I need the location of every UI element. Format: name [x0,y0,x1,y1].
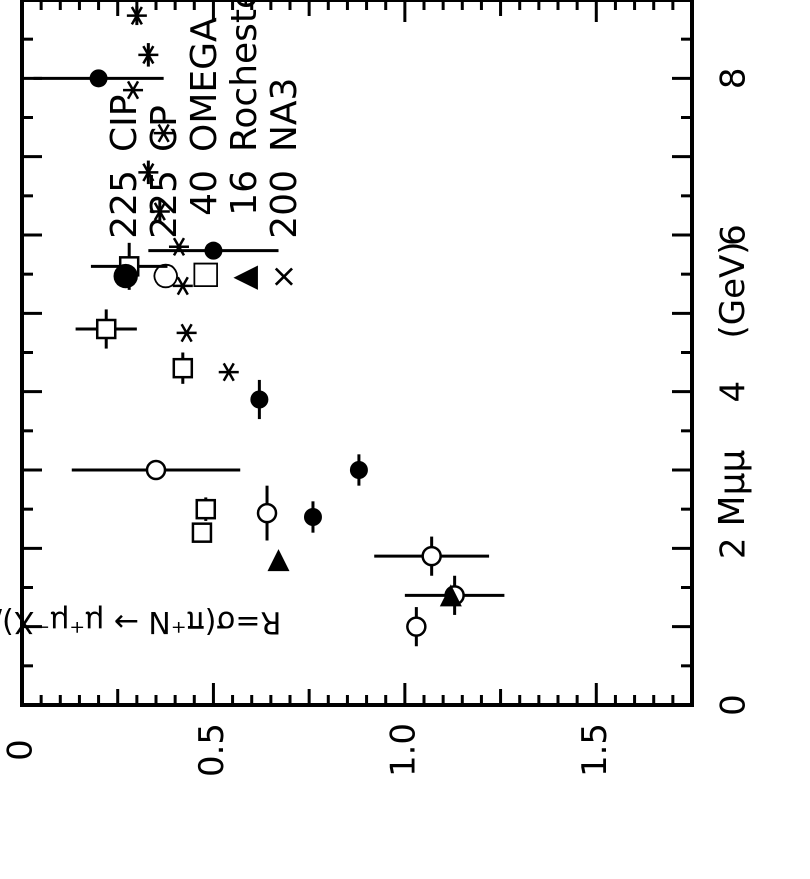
data-point [439,584,462,607]
legend-name: CIP [104,95,145,152]
data-point [172,357,194,379]
data-markers [89,6,465,637]
data-point [149,202,170,221]
y-tick-label: 1.0 [383,723,423,777]
data-point [267,549,290,572]
data-point [191,522,213,543]
data-point [153,123,174,143]
legend-name: OMEGA [184,17,225,152]
data-point [172,276,193,296]
x-tick-label: 0 [714,694,754,716]
data-point [138,163,159,182]
data-point [195,498,217,520]
data-point [89,69,108,88]
legend-symbol: ● [104,262,142,290]
y-tick-labels: 0 0.5 1.0 1.5 [1,723,615,777]
data-point [176,323,197,343]
legend-name: Rochester–BNL [224,0,265,152]
legend-name: NA3 [264,78,305,152]
legend-name: CP [144,105,185,152]
y-tick-label: 1.5 [575,723,615,777]
x-tick-labels: 0 2 4 6 8 [714,68,754,716]
legend-energy: 200 [264,170,305,239]
legend: ●225CIP○225CP□40OMEGA▲16Rochester–BNL×20… [104,0,305,290]
legend-symbol: ○ [144,262,182,290]
data-point [250,390,269,409]
x-axis-unit: (GeV) [713,241,753,338]
x-tick-label: 8 [714,68,754,90]
data-point [126,6,147,25]
data-point [406,616,427,637]
legend-energy: 16 [224,170,265,216]
data-point [168,237,189,257]
legend-energy: 40 [184,170,225,216]
y-tick-label: 0.5 [192,723,232,777]
legend-symbol: ▲ [224,265,262,290]
data-point [118,256,140,277]
data-point [256,502,278,524]
legend-symbol: × [264,263,302,290]
data-point [421,545,442,567]
data-point [145,459,167,481]
legend-energy: 225 [144,170,185,239]
y-tick-label: 0 [1,739,41,761]
x-tick-label: 4 [714,381,754,403]
data-point [95,318,117,340]
data-point [138,45,159,65]
data-point [303,508,322,526]
legend-energy: 225 [104,170,145,239]
legend-symbol: □ [184,260,222,290]
x-tick-label: 6 [714,224,754,246]
data-point [218,362,239,382]
x-axis-label: Mμμ [712,449,753,526]
y-axis-label: R=σ(π⁺N → μ⁺μ⁻X)/σ(π⁻N → μ⁺μ⁻X) [0,604,281,639]
data-point [123,80,144,100]
plot-ticks [20,0,694,707]
data-point [204,241,223,260]
x-tick-label: 2 [714,538,754,560]
data-point [349,461,368,479]
